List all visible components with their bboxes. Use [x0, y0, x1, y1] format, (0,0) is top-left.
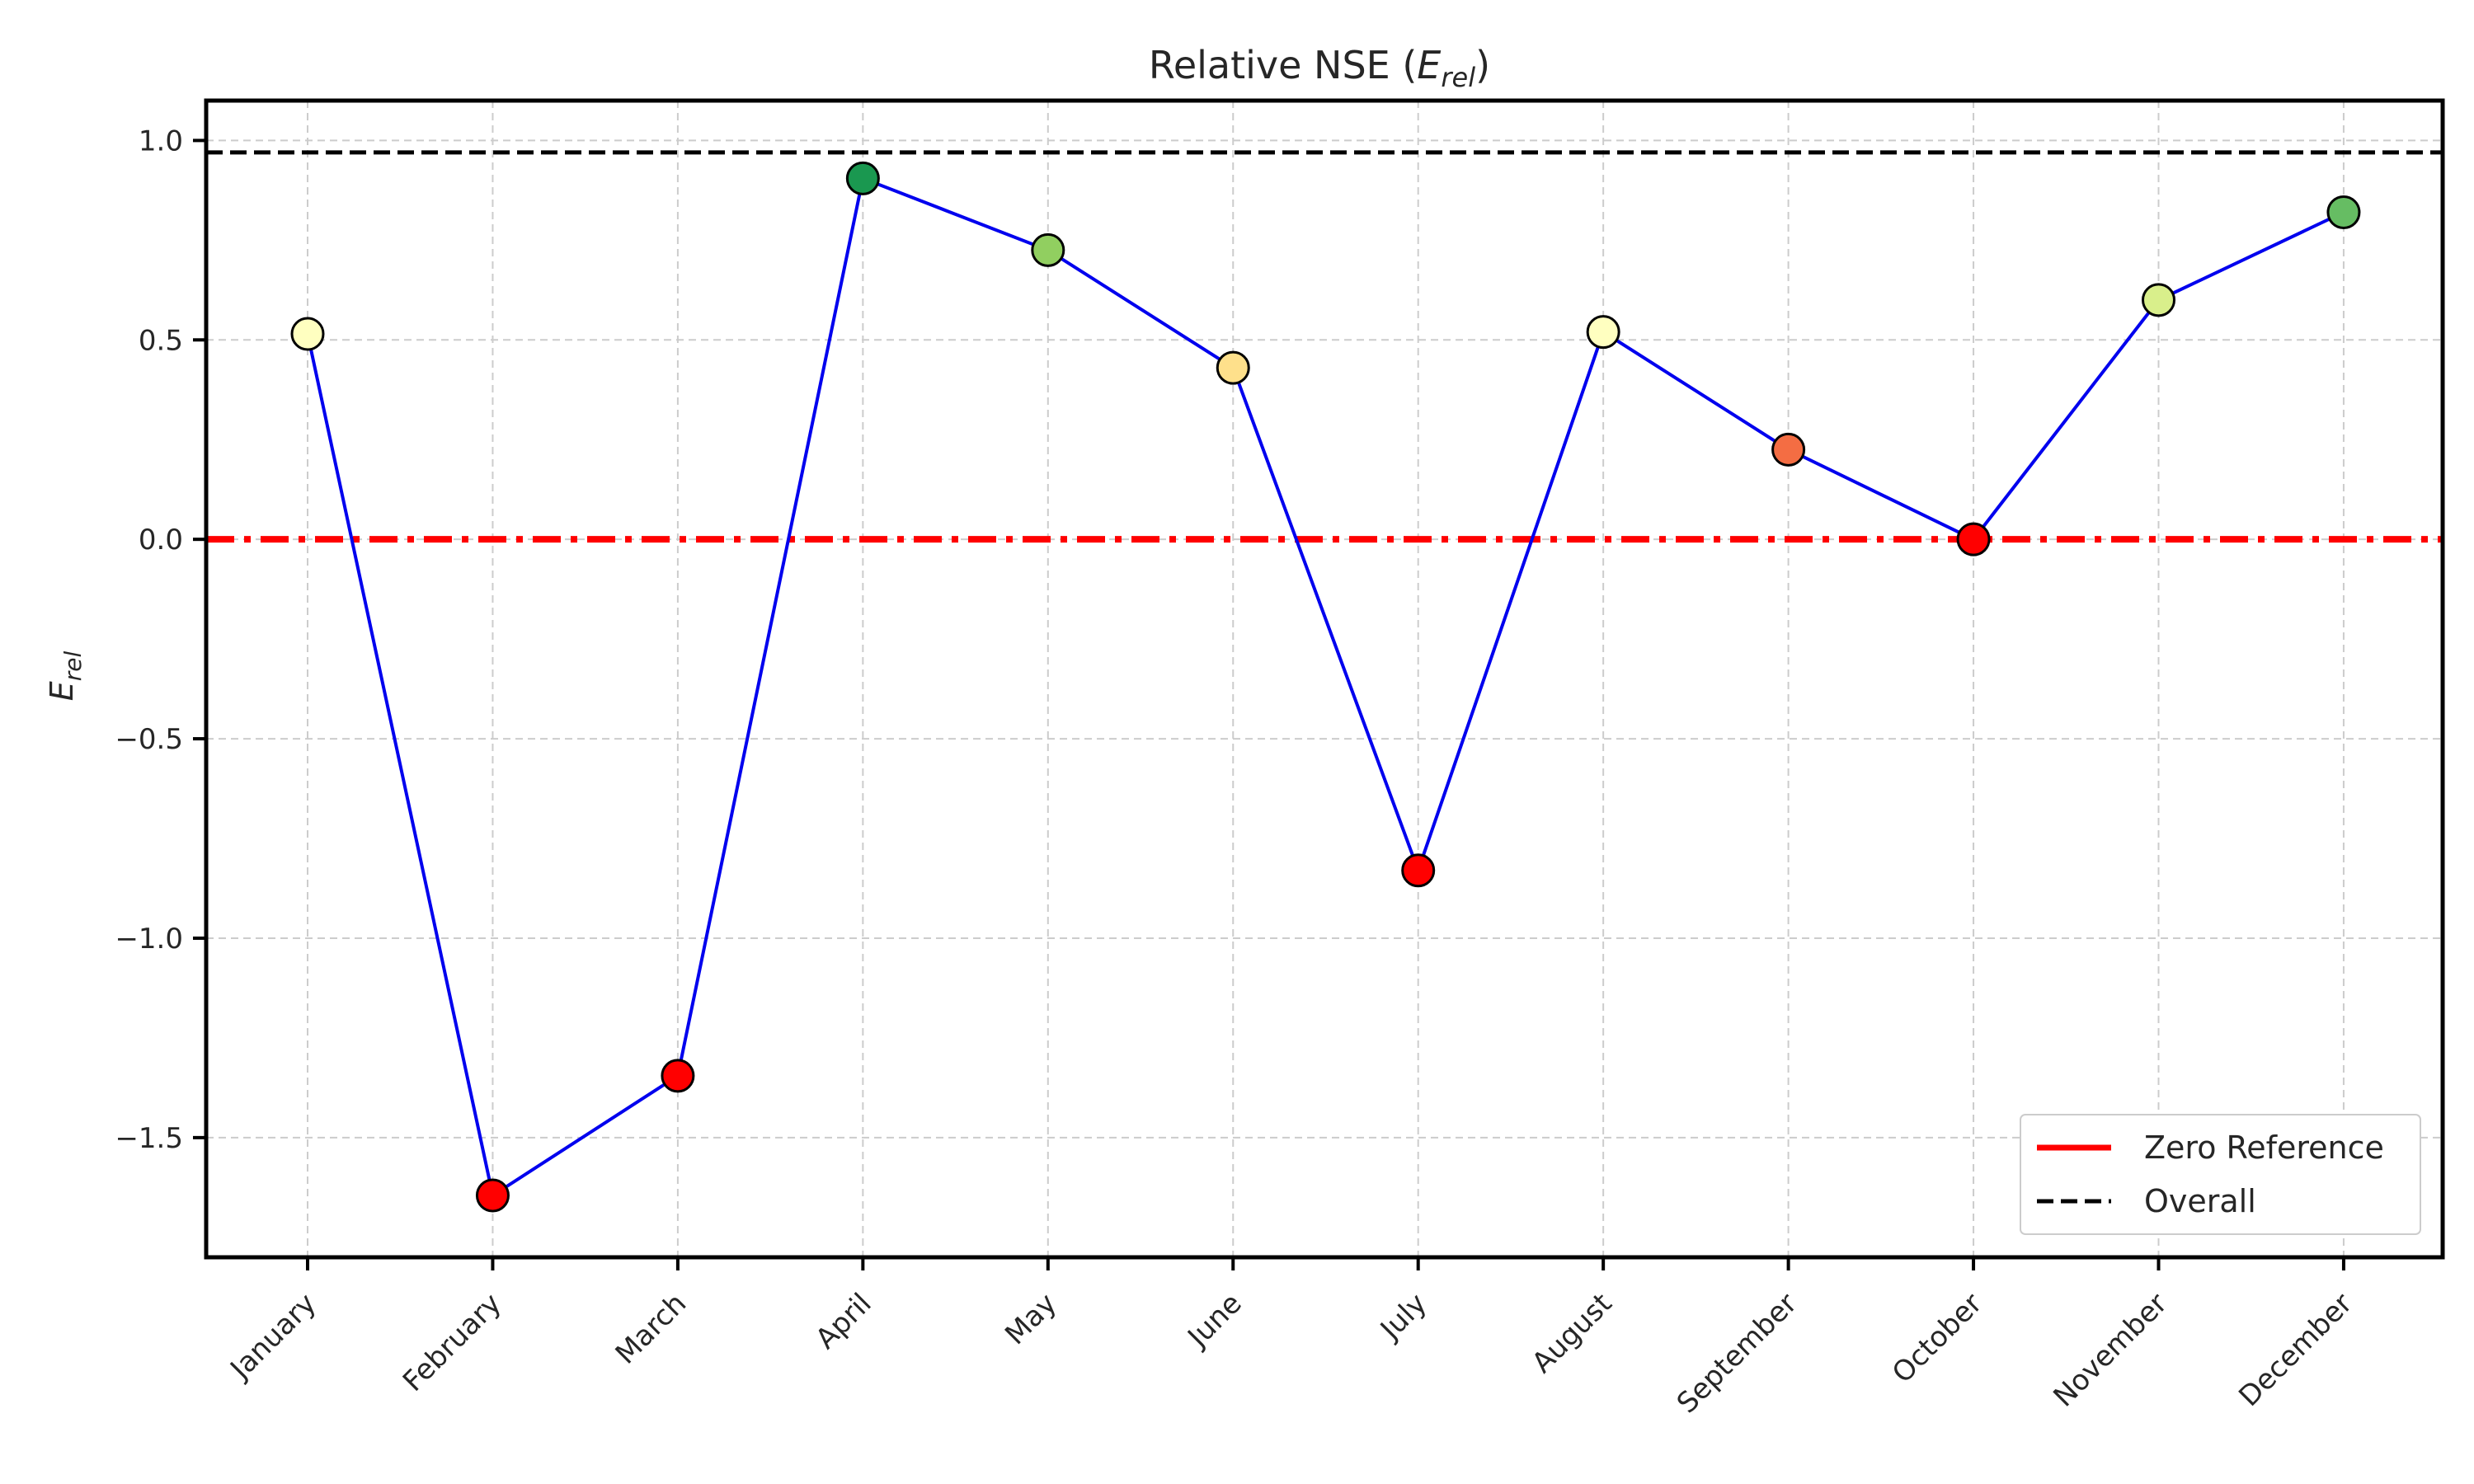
legend: Zero Reference Overall	[2020, 1114, 2421, 1235]
data-point	[2142, 283, 2175, 317]
data-point	[1586, 315, 1620, 350]
data-point	[2326, 195, 2361, 229]
data-point	[290, 317, 325, 351]
reference-lines	[206, 150, 2443, 543]
chart-title: Relative NSE (Erel)	[1149, 43, 1490, 93]
y-tick-label: 0.0	[139, 524, 183, 556]
y-tick-label: 0.5	[139, 324, 183, 357]
data-point	[1771, 432, 1806, 467]
legend-box	[2020, 1114, 2421, 1235]
y-ticks: 1.0 0.5 0.0 −0.5 −1.0 −1.5	[115, 124, 206, 1155]
data-point	[1401, 853, 1436, 888]
grid-lines	[206, 101, 2443, 1257]
data-point	[661, 1059, 695, 1093]
data-point	[1216, 350, 1250, 385]
series-erel	[290, 161, 2361, 1213]
legend-overall-label: Overall	[2144, 1183, 2256, 1219]
y-tick-label: −1.0	[115, 923, 183, 956]
data-point	[845, 161, 880, 195]
y-tick-label: −0.5	[115, 723, 183, 756]
series-line	[306, 176, 2345, 1199]
y-tick-label: −1.5	[115, 1122, 183, 1155]
data-point	[1031, 232, 1065, 267]
data-point	[475, 1178, 510, 1213]
data-point	[1956, 522, 1991, 556]
legend-zero-reference-label: Zero Reference	[2144, 1129, 2384, 1166]
y-axis-label: Erel	[44, 651, 87, 702]
plot-frame	[204, 98, 2445, 1260]
y-tick-label: 1.0	[139, 124, 183, 157]
axes	[204, 98, 2445, 1260]
